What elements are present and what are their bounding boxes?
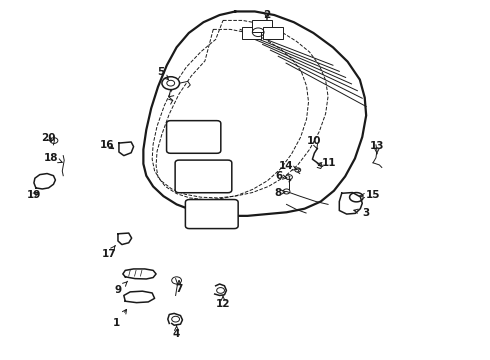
Text: 14: 14 — [279, 161, 297, 171]
Text: 17: 17 — [102, 246, 117, 258]
Polygon shape — [123, 269, 156, 279]
Text: 1: 1 — [113, 309, 126, 328]
Text: 7: 7 — [175, 281, 183, 294]
Polygon shape — [124, 291, 155, 303]
Text: 8: 8 — [274, 188, 286, 198]
FancyBboxPatch shape — [263, 27, 283, 40]
Text: 5: 5 — [157, 67, 169, 80]
Text: 10: 10 — [307, 136, 321, 149]
FancyBboxPatch shape — [175, 160, 232, 193]
FancyBboxPatch shape — [185, 199, 238, 229]
Text: 18: 18 — [44, 153, 62, 163]
Circle shape — [162, 77, 179, 90]
FancyBboxPatch shape — [167, 121, 221, 153]
Text: 15: 15 — [359, 190, 381, 200]
Polygon shape — [118, 233, 132, 244]
Text: 11: 11 — [318, 158, 337, 168]
FancyBboxPatch shape — [242, 27, 261, 40]
Polygon shape — [34, 174, 55, 189]
Text: 2: 2 — [263, 10, 270, 20]
Text: 9: 9 — [115, 281, 127, 296]
Polygon shape — [119, 142, 134, 156]
Text: 19: 19 — [27, 190, 41, 200]
FancyBboxPatch shape — [252, 20, 272, 32]
Text: 6: 6 — [276, 171, 287, 181]
Text: 3: 3 — [354, 208, 369, 218]
Text: 13: 13 — [369, 141, 384, 154]
Text: 4: 4 — [173, 326, 180, 339]
Text: 20: 20 — [41, 133, 56, 143]
Polygon shape — [339, 193, 362, 214]
Text: 12: 12 — [216, 296, 230, 309]
Text: 16: 16 — [100, 140, 115, 150]
